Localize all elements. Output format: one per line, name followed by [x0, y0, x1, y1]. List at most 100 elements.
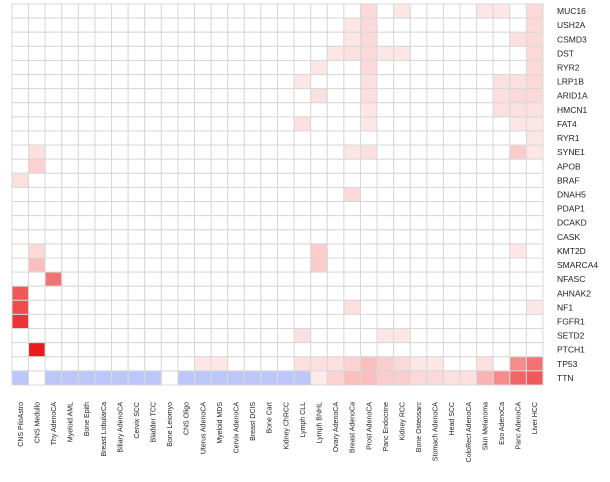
heatmap-cell	[376, 285, 395, 301]
heatmap-cell	[442, 130, 461, 146]
heatmap-cell	[359, 299, 378, 315]
heatmap-cell	[11, 17, 30, 33]
heatmap-cell	[343, 130, 361, 146]
heatmap-cell	[492, 3, 511, 19]
heatmap-cell	[509, 130, 527, 146]
heatmap-cell	[409, 271, 428, 287]
heatmap-cell	[227, 144, 245, 160]
heatmap-cell	[525, 313, 544, 330]
heatmap-cell	[326, 186, 345, 203]
heatmap-cell	[376, 201, 395, 217]
heatmap-cell	[343, 342, 361, 358]
heatmap-cell	[509, 271, 527, 287]
heatmap-cell	[409, 17, 428, 33]
heatmap-cell	[459, 45, 478, 61]
heatmap-cell	[127, 271, 146, 287]
heatmap-cell	[310, 88, 328, 104]
heatmap-cell	[94, 299, 113, 315]
heatmap-cell	[194, 45, 212, 61]
heatmap-cell	[326, 102, 345, 118]
heatmap-cell	[509, 144, 527, 160]
heatmap-cell	[127, 172, 146, 188]
heatmap-cell	[409, 356, 428, 372]
column-label: Breast LobularCa	[101, 402, 108, 457]
heatmap-cell	[44, 299, 63, 315]
heatmap-cell	[426, 144, 444, 160]
heatmap-cell	[227, 88, 245, 104]
heatmap-cell	[376, 74, 395, 90]
heatmap-cell	[293, 45, 312, 61]
heatmap-cell	[409, 299, 428, 315]
heatmap-cell	[509, 102, 527, 118]
heatmap-cell	[94, 59, 113, 76]
heatmap-cell	[525, 342, 544, 358]
heatmap-cell	[144, 313, 162, 330]
heatmap-cell	[61, 271, 79, 287]
heatmap-cell	[492, 271, 511, 287]
row-label: SETD2	[557, 331, 585, 341]
column-label: Breast AdenoCa	[350, 402, 357, 453]
heatmap-cell	[44, 313, 63, 330]
heatmap-cell	[359, 3, 378, 19]
heatmap-cell	[111, 328, 129, 344]
heatmap-cell	[492, 313, 511, 330]
heatmap-cell	[144, 215, 162, 231]
heatmap-cell	[260, 328, 279, 344]
heatmap-cell	[492, 116, 511, 132]
heatmap-cell	[144, 285, 162, 301]
heatmap-cell	[144, 59, 162, 76]
column-label: Thy AdenoCA	[51, 402, 58, 446]
heatmap-cell	[260, 59, 279, 76]
heatmap-cell	[393, 116, 411, 132]
heatmap-cell	[210, 172, 229, 188]
heatmap-cell	[476, 144, 494, 160]
heatmap-cell	[177, 370, 196, 386]
heatmap-cell	[94, 88, 113, 104]
row-label: CASK	[557, 232, 580, 242]
heatmap-cell	[409, 158, 428, 174]
heatmap-cell	[44, 74, 63, 90]
heatmap-cell	[326, 285, 345, 301]
heatmap-cell	[243, 370, 262, 386]
heatmap-cell	[525, 172, 544, 188]
heatmap-cell	[243, 158, 262, 174]
heatmap-cell	[326, 328, 345, 344]
heatmap-cell	[376, 45, 395, 61]
heatmap-cell	[293, 201, 312, 217]
heatmap-cell	[525, 116, 544, 132]
heatmap-cell	[492, 215, 511, 231]
heatmap-cell	[243, 342, 262, 358]
heatmap-cell	[359, 130, 378, 146]
heatmap-cell	[260, 17, 279, 33]
heatmap-cell	[376, 144, 395, 160]
row-label: TP53	[557, 359, 578, 369]
column-label: Lymph CLL	[300, 402, 307, 438]
heatmap-cell	[144, 74, 162, 90]
heatmap-cell	[194, 328, 212, 344]
heatmap-cell	[277, 102, 295, 118]
heatmap-cell	[61, 356, 79, 372]
column-label: Bone Leiomyo	[167, 402, 174, 447]
column-label: Myeloid MDS	[217, 402, 224, 444]
heatmap-cell	[44, 370, 63, 386]
heatmap-cell	[177, 31, 196, 47]
heatmap-cell	[177, 257, 196, 273]
heatmap-cell	[227, 31, 245, 47]
heatmap-cell	[277, 144, 295, 160]
heatmap-cell	[210, 130, 229, 146]
heatmap-cell	[11, 201, 30, 217]
heatmap-cell	[111, 116, 129, 132]
heatmap-cell	[326, 172, 345, 188]
heatmap-cell	[11, 59, 30, 76]
heatmap-cell	[260, 370, 279, 386]
heatmap-cell	[326, 144, 345, 160]
heatmap-cell	[476, 313, 494, 330]
heatmap-cell	[310, 257, 328, 273]
heatmap-cell	[127, 313, 146, 330]
heatmap-cell	[111, 88, 129, 104]
heatmap-cell	[525, 271, 544, 287]
heatmap-cell	[393, 144, 411, 160]
heatmap-cell	[310, 144, 328, 160]
heatmap-cell	[177, 45, 196, 61]
heatmap-cells	[11, 3, 544, 386]
